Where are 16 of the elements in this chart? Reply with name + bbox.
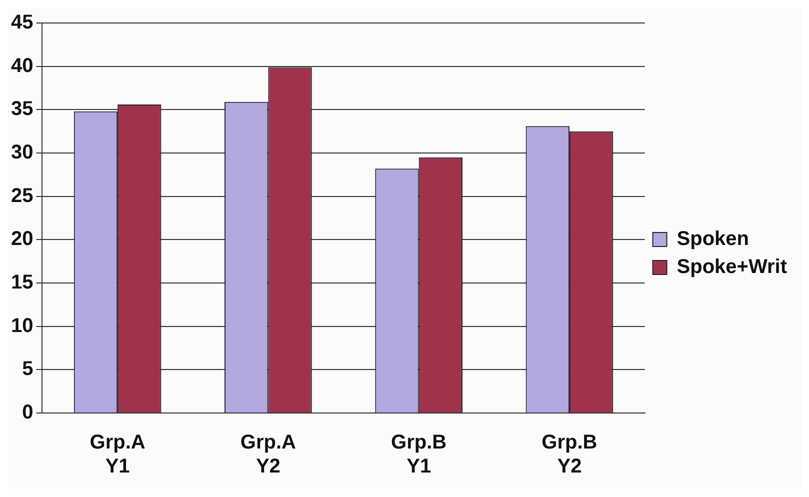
y-tick-label: 0 (22, 402, 34, 424)
y-tick-label: 15 (10, 272, 34, 294)
legend-label: Spoken (676, 228, 750, 250)
y-tick-label: 35 (10, 98, 34, 120)
y-tick-label: 45 (10, 12, 34, 34)
legend-label: Spoke+Writ (676, 256, 788, 278)
y-tick-label: 10 (10, 314, 34, 337)
x-tick-label: Grp.B Y1 (391, 432, 447, 478)
y-tick-label: 20 (10, 228, 34, 250)
x-tick-label: Grp.A Y2 (240, 432, 296, 478)
y-tick-label: 5 (22, 358, 34, 380)
x-tick-label: Grp.B Y2 (542, 432, 598, 478)
x-tick-label: Grp.A Y1 (90, 432, 146, 478)
y-tick-label: 40 (10, 54, 34, 77)
y-tick-label: 25 (10, 184, 34, 207)
y-tick-label: 30 (10, 142, 34, 164)
